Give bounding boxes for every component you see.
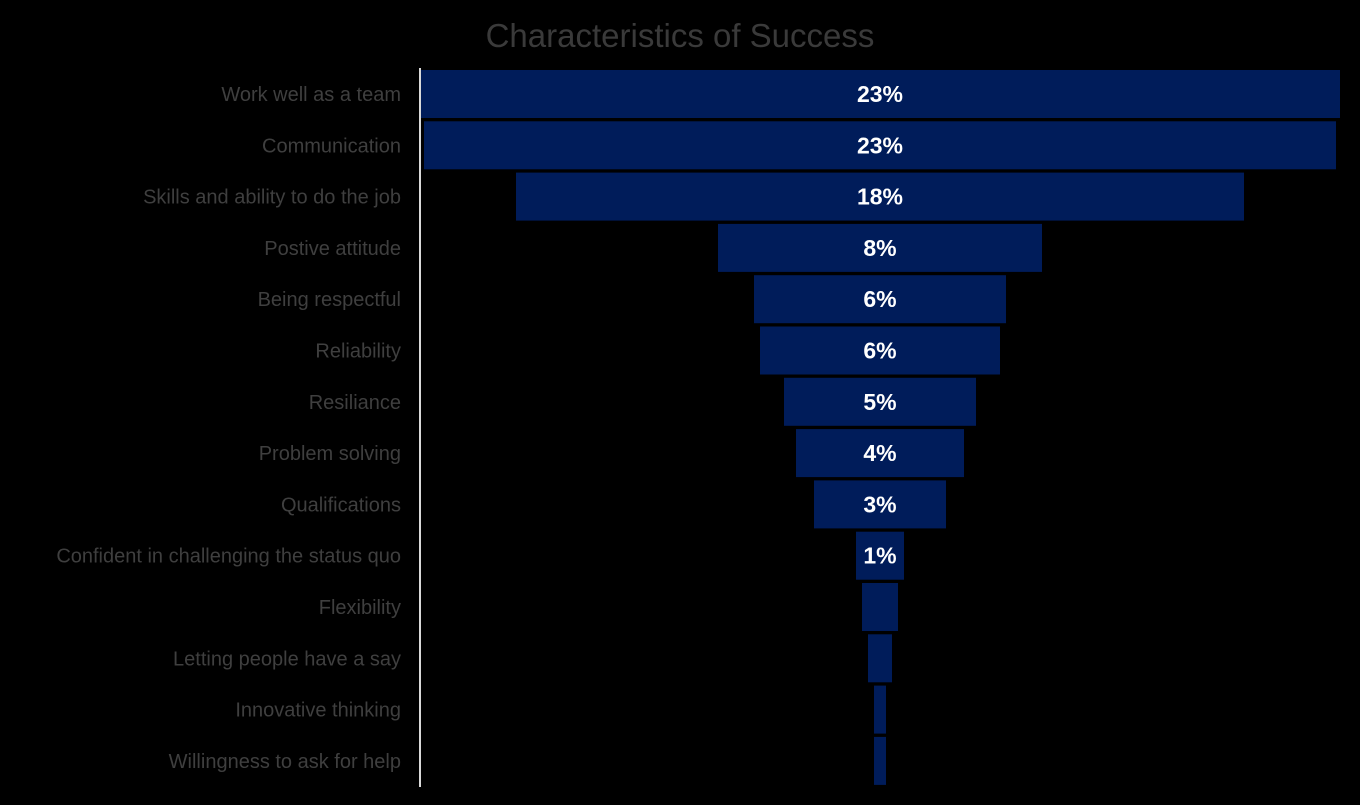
category-label: Letting people have a say: [173, 648, 401, 670]
funnel-bar: [874, 685, 886, 734]
funnel-bar: [516, 172, 1244, 221]
bar-data-label: 3%: [863, 491, 896, 517]
bar-data-label: 6%: [863, 338, 896, 364]
funnel-bar: [856, 531, 904, 580]
category-label: Flexibility: [319, 597, 401, 619]
funnel-bar: [420, 70, 1340, 118]
funnel-bar: [718, 223, 1042, 272]
bar-data-label: 18%: [857, 184, 903, 210]
category-label: Postive attitude: [264, 238, 401, 260]
funnel-bar: [796, 429, 964, 478]
category-label: Work well as a team: [221, 84, 401, 106]
category-labels: Work well as a team Communication Skills a…: [56, 84, 401, 773]
funnel-bar: [784, 377, 976, 426]
chart-title: Characteristics of Success: [486, 17, 875, 54]
category-label: Reliability: [315, 341, 401, 363]
category-label: Problem solving: [259, 443, 401, 465]
bars-layer: 23% 23% 18% 8% 6% 6% 5% 4% 3% 1%: [420, 70, 1340, 785]
funnel-bar: [862, 583, 898, 631]
category-label: Skills and ability to do the job: [143, 187, 401, 209]
category-label: Willingness to ask for help: [169, 751, 401, 773]
funnel-bar: [754, 275, 1006, 324]
category-label: Resiliance: [309, 392, 401, 414]
bar-data-label: 23%: [857, 132, 903, 158]
category-label: Confident in challenging the status quo: [56, 546, 401, 568]
bar-data-label: 8%: [863, 235, 896, 261]
funnel-bar: [424, 121, 1336, 170]
bar-data-label: 1%: [863, 543, 896, 569]
bar-data-label: 5%: [863, 389, 896, 415]
funnel-bar: [760, 326, 1000, 375]
bar-data-label: 6%: [863, 286, 896, 312]
category-label: Communication: [262, 135, 401, 157]
funnel-bar: [868, 634, 892, 683]
bar-data-label: 4%: [863, 440, 896, 466]
category-label: Qualifications: [281, 494, 401, 516]
funnel-bar: [814, 480, 946, 529]
category-label: Being respectful: [258, 289, 401, 311]
bar-data-label: 23%: [857, 81, 903, 107]
category-label: Innovative thinking: [235, 700, 401, 722]
funnel-bar: [874, 736, 886, 785]
